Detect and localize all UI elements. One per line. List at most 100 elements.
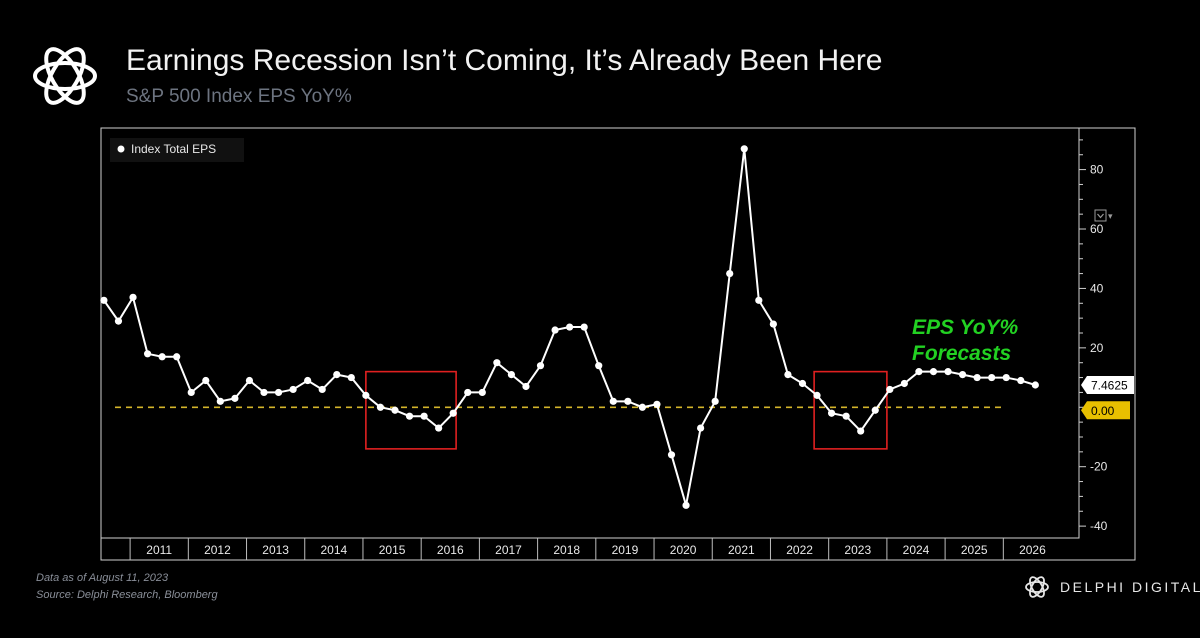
- data-point: [958, 370, 967, 379]
- data-point: [231, 394, 239, 402]
- zero-value-badge: [1081, 401, 1130, 420]
- zero-value-label: 0.00: [1091, 404, 1115, 418]
- data-point: [740, 145, 748, 153]
- brand: DELPHI DIGITAL: [1022, 572, 1200, 602]
- x-tick-label: 2021: [728, 543, 755, 557]
- brand-name: DELPHI DIGITAL: [1060, 579, 1200, 595]
- data-point: [871, 406, 879, 414]
- data-point: [100, 296, 108, 304]
- x-tick-label: 2026: [1019, 543, 1046, 557]
- x-tick-label: 2018: [553, 543, 580, 557]
- data-point: [187, 388, 195, 397]
- data-point: [944, 368, 952, 376]
- page-subtitle: S&P 500 Index EPS YoY%: [126, 86, 352, 107]
- data-point: [449, 409, 457, 417]
- x-tick-label: 2019: [612, 543, 639, 557]
- data-point: [478, 388, 486, 397]
- data-point: [216, 397, 224, 405]
- data-point: [842, 412, 850, 420]
- highlight-box: [813, 370, 888, 450]
- data-point: [536, 362, 545, 370]
- y-tick-label: 40: [1090, 281, 1104, 295]
- data-point: [929, 368, 938, 376]
- data-point: [886, 385, 894, 394]
- value-labels: 7.4625 0.00: [1081, 375, 1134, 420]
- data-point: [798, 379, 807, 388]
- data-point: [347, 373, 355, 382]
- data-point: [857, 427, 865, 435]
- data-point: [638, 403, 646, 411]
- delphi-logo-icon: [1025, 576, 1049, 598]
- data-point: [580, 323, 588, 331]
- data-point: [1017, 376, 1025, 385]
- y-tick-label: -20: [1090, 460, 1108, 474]
- x-tick-label: 2015: [379, 543, 406, 557]
- data-point: [813, 391, 821, 399]
- data-point: [420, 412, 428, 420]
- data-point: [988, 373, 996, 382]
- y-tick-label: -40: [1090, 519, 1108, 533]
- data-point: [376, 403, 385, 411]
- data-point: [726, 269, 734, 278]
- forecast-annotation-line1: EPS YoY%: [912, 316, 1019, 339]
- data-point: [566, 323, 574, 331]
- page-title: Earnings Recession Isn’t Coming, It’s Al…: [126, 44, 883, 77]
- data-point: [667, 451, 676, 459]
- x-tick-label: 2024: [903, 543, 930, 557]
- last-value-label: 7.4625: [1091, 378, 1128, 392]
- legend-box: [110, 138, 244, 162]
- data-point: [362, 391, 370, 399]
- data-point: [697, 424, 705, 432]
- legend-marker: [117, 145, 125, 153]
- x-tick-label: 2025: [961, 543, 988, 557]
- data-point: [711, 397, 719, 405]
- data-point: [173, 353, 181, 361]
- forecast-annotation-line2: Forecasts: [912, 342, 1011, 365]
- y-tick-label: 80: [1090, 163, 1104, 177]
- data-point: [464, 388, 472, 397]
- y-tick-label: 60: [1090, 222, 1104, 236]
- last-value-badge: [1081, 375, 1134, 394]
- data-point: [915, 368, 923, 376]
- data-point: [289, 385, 297, 394]
- data-point: [114, 317, 123, 325]
- data-point: [333, 370, 341, 379]
- legend-label: Index Total EPS: [131, 142, 216, 156]
- y-tick-label: 20: [1090, 341, 1104, 355]
- y-axis: -40 -20 20 40 60 80: [1078, 128, 1108, 538]
- data-point: [755, 296, 763, 304]
- x-tick-label: 2016: [437, 543, 464, 557]
- data-point: [274, 388, 283, 397]
- data-point: [260, 388, 268, 397]
- knot-logo-icon: [33, 47, 97, 105]
- data-point: [827, 409, 836, 417]
- x-tick-label: 2014: [321, 543, 348, 557]
- data-point: [609, 397, 617, 405]
- data-point: [304, 376, 312, 385]
- data-point: [507, 370, 516, 379]
- data-point: [318, 385, 326, 394]
- axis-menu-icon[interactable]: ▾: [1094, 209, 1113, 222]
- data-point: [1031, 381, 1039, 389]
- x-tick-label: 2017: [495, 543, 522, 557]
- data-point: [900, 379, 908, 388]
- x-tick-label: 2011: [146, 543, 172, 557]
- x-tick-label: 2023: [844, 543, 871, 557]
- data-point: [682, 501, 690, 509]
- data-point: [405, 412, 414, 420]
- data-point: [551, 326, 559, 334]
- data-point: [143, 350, 152, 358]
- data-point: [391, 406, 399, 414]
- data-point: [493, 359, 501, 367]
- data-point: [129, 293, 137, 301]
- data-point: [784, 370, 792, 379]
- data-point: [973, 373, 981, 382]
- data-point: [435, 424, 443, 432]
- data-point: [202, 376, 210, 385]
- svg-text:▾: ▾: [1108, 211, 1113, 221]
- data-point: [158, 353, 166, 361]
- data-point: [624, 397, 632, 405]
- chart-frame: [100, 127, 1136, 561]
- data-point: [1002, 373, 1010, 382]
